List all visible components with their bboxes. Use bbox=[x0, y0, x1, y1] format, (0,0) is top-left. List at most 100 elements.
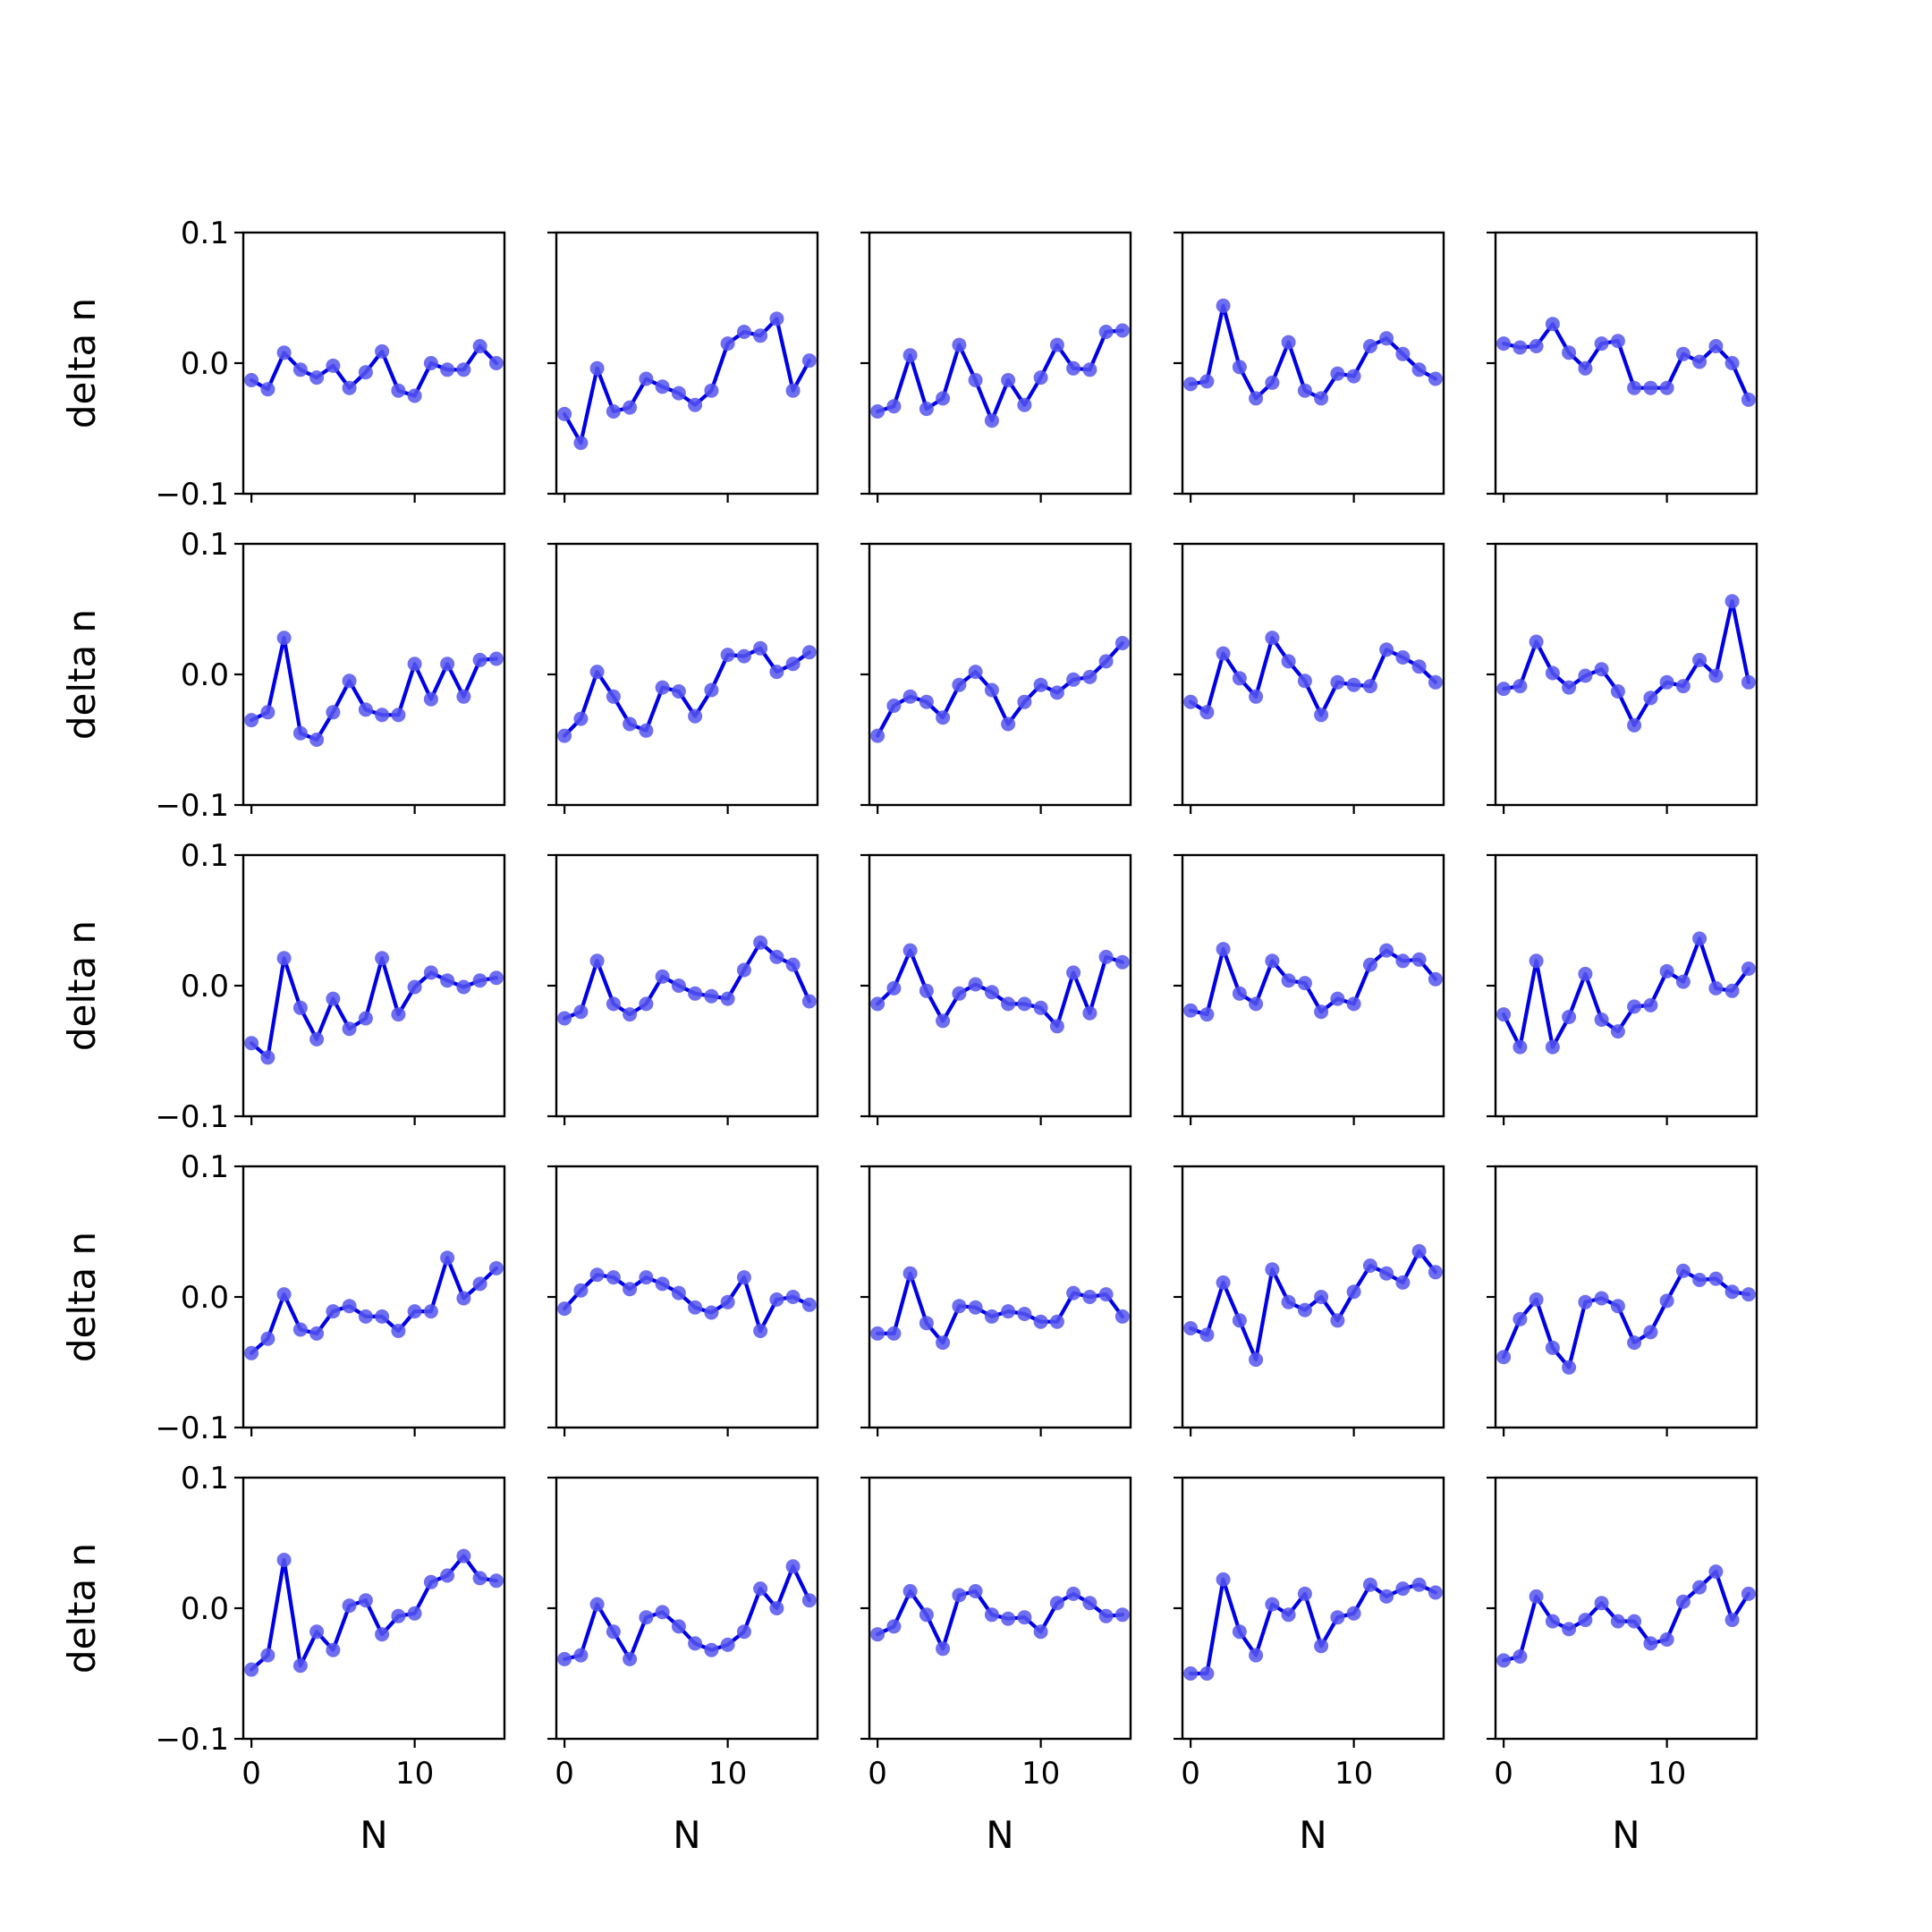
data-point bbox=[704, 682, 719, 698]
data-point bbox=[456, 362, 471, 377]
data-point bbox=[1033, 677, 1048, 692]
data-point bbox=[1314, 1004, 1329, 1020]
x-tick-label: 0 bbox=[1494, 1756, 1513, 1792]
data-point bbox=[1098, 1608, 1114, 1623]
data-point bbox=[276, 1287, 292, 1302]
data-point bbox=[1049, 685, 1064, 700]
data-point bbox=[1659, 963, 1674, 979]
data-point bbox=[801, 994, 817, 1009]
data-point bbox=[1216, 942, 1231, 957]
data-point bbox=[260, 705, 275, 720]
data-point bbox=[720, 336, 735, 352]
data-point bbox=[886, 980, 902, 996]
data-point bbox=[1708, 1564, 1724, 1580]
y-tick-label: 0.1 bbox=[181, 216, 229, 251]
data-point bbox=[1049, 1314, 1064, 1329]
data-point bbox=[720, 991, 735, 1006]
data-point bbox=[1297, 674, 1312, 689]
series-line bbox=[250, 956, 499, 1060]
data-point bbox=[375, 343, 390, 359]
data-point bbox=[1643, 997, 1658, 1013]
data-point bbox=[936, 1335, 951, 1351]
data-point bbox=[1033, 1624, 1048, 1640]
data-point bbox=[1741, 674, 1756, 690]
data-point bbox=[968, 373, 983, 387]
data-point bbox=[1314, 1639, 1329, 1654]
data-point bbox=[1659, 1632, 1674, 1647]
data-point bbox=[902, 689, 918, 704]
data-point bbox=[1265, 1597, 1280, 1612]
data-point bbox=[936, 1641, 951, 1657]
series-line bbox=[875, 328, 1125, 423]
x-axis-label: N bbox=[360, 1813, 387, 1857]
data-point bbox=[1265, 375, 1280, 390]
data-point bbox=[1183, 1666, 1199, 1681]
data-point bbox=[801, 1593, 817, 1608]
data-point bbox=[358, 702, 373, 717]
data-point bbox=[919, 694, 934, 709]
data-point bbox=[456, 1548, 471, 1563]
x-tick-label: 10 bbox=[1335, 1756, 1373, 1792]
data-point bbox=[785, 1559, 801, 1574]
data-point bbox=[391, 1608, 406, 1623]
data-point bbox=[1692, 652, 1707, 667]
data-point bbox=[1643, 380, 1658, 395]
subplot-r3-c4 bbox=[1174, 853, 1445, 1125]
data-point bbox=[1346, 369, 1361, 384]
data-point bbox=[309, 370, 325, 386]
data-point bbox=[1265, 631, 1280, 646]
data-point bbox=[1066, 965, 1081, 980]
data-point bbox=[1411, 1577, 1427, 1592]
data-point bbox=[952, 337, 967, 352]
data-point bbox=[1610, 1024, 1625, 1039]
plots-layer: 0.1 0.0 −0.1 delta n 0.1 0.0 −0.1 delta n 0.1 0.0… bbox=[60, 216, 1758, 1857]
data-point bbox=[736, 648, 751, 664]
data-point bbox=[785, 957, 801, 972]
data-point bbox=[1232, 1313, 1247, 1328]
data-point bbox=[1049, 1019, 1064, 1034]
data-point bbox=[1033, 370, 1048, 386]
data-point bbox=[440, 973, 455, 988]
data-point bbox=[407, 1304, 422, 1319]
data-point bbox=[1249, 1352, 1264, 1368]
data-point bbox=[655, 379, 670, 394]
subplot-r3-c2 bbox=[547, 853, 819, 1125]
data-point bbox=[1216, 1572, 1231, 1587]
data-point bbox=[1513, 1039, 1528, 1055]
data-point bbox=[785, 383, 801, 398]
data-point bbox=[260, 1331, 275, 1346]
data-point bbox=[1346, 996, 1361, 1012]
data-point bbox=[1578, 668, 1593, 683]
data-point bbox=[260, 1050, 275, 1065]
data-point bbox=[639, 723, 654, 738]
data-point bbox=[968, 1584, 983, 1598]
data-point bbox=[1594, 1291, 1609, 1306]
data-point bbox=[472, 652, 487, 667]
data-point bbox=[1428, 371, 1443, 386]
data-point bbox=[1297, 383, 1312, 398]
series-line bbox=[250, 1256, 499, 1355]
data-point bbox=[244, 1662, 259, 1677]
data-point bbox=[704, 1305, 719, 1320]
subplot-r3-c3 bbox=[860, 853, 1132, 1125]
data-point bbox=[1066, 360, 1081, 376]
data-point bbox=[1411, 659, 1427, 674]
data-point bbox=[1562, 1010, 1577, 1024]
data-point bbox=[557, 1651, 572, 1666]
data-point bbox=[1529, 339, 1544, 353]
data-point bbox=[1216, 646, 1231, 661]
data-point bbox=[1627, 717, 1642, 733]
data-point bbox=[391, 1007, 406, 1022]
data-point bbox=[1199, 1327, 1215, 1343]
data-point bbox=[639, 996, 654, 1012]
data-point bbox=[1627, 1614, 1642, 1629]
data-point bbox=[936, 1013, 951, 1029]
data-point bbox=[488, 970, 504, 986]
y-axis-label: delta n bbox=[60, 920, 104, 1051]
series-line bbox=[1501, 1569, 1751, 1663]
data-point bbox=[1082, 362, 1097, 377]
data-point bbox=[342, 674, 357, 689]
series-line bbox=[875, 948, 1125, 1029]
x-tick-label: 0 bbox=[868, 1756, 887, 1792]
subplot-r5-c1: 0.1 0.0 −0.1 0 10 delta n N bbox=[60, 1461, 506, 1857]
